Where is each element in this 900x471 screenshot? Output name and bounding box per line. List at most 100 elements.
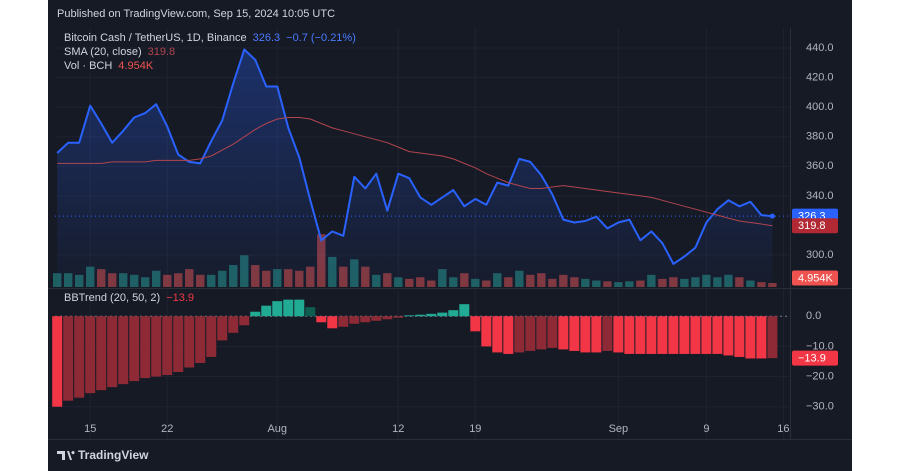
bbtrend-bar — [382, 316, 393, 320]
bbtrend-bar — [547, 316, 558, 348]
y-tick-label: −10.0 — [806, 340, 834, 352]
bbtrend-bar — [206, 316, 217, 357]
bbtrend-bar — [371, 316, 382, 321]
bbtrend-bar — [250, 311, 261, 317]
bbtrend-bar — [503, 316, 514, 354]
bbtrend-bar — [393, 316, 404, 318]
bbtrend-bar — [283, 299, 294, 317]
bbtrend-bar — [173, 316, 184, 373]
bbtrend-bar — [162, 316, 173, 376]
x-tick-label: Aug — [267, 423, 287, 435]
bbtrend-bar — [767, 316, 778, 359]
price-line — [56, 48, 773, 265]
bbtrend-bar — [184, 316, 195, 368]
bbtrend-bar — [558, 316, 569, 350]
bbtrend-bar — [437, 312, 448, 317]
bbtrend-bar — [536, 316, 547, 350]
last-value-tag: 4.954K — [798, 272, 834, 284]
bbtrend-bar — [525, 316, 536, 351]
x-tick-label: 16 — [777, 423, 789, 435]
x-tick-label: 15 — [84, 423, 96, 435]
x-tick-label: 9 — [703, 423, 709, 435]
footer-brand: TradingView — [78, 448, 149, 462]
publish-note: Published on TradingView.com, Sep 15, 20… — [57, 8, 335, 20]
bbtrend-bar — [646, 316, 657, 354]
y-tick-label: 420.0 — [806, 72, 834, 84]
y-tick-label: 440.0 — [806, 42, 834, 54]
bbtrend-bar — [349, 316, 360, 324]
bbtrend-bar — [327, 316, 338, 329]
bbtrend-bar — [492, 316, 503, 353]
last-value-tag-box — [792, 270, 838, 286]
bbtrend-bar — [701, 316, 712, 354]
last-price-dot — [769, 213, 775, 219]
y-tick-label: 340.0 — [806, 190, 834, 202]
bbtrend-bar — [74, 316, 85, 398]
bbtrend-bar — [448, 310, 459, 317]
bbtrend-bar — [624, 316, 635, 354]
bbtrend-bar — [151, 316, 162, 377]
legend-change: −0.7 (−0.21%) — [286, 32, 356, 44]
bbtrend-bar — [569, 316, 580, 351]
legend-name: Vol · BCH — [64, 60, 112, 72]
last-value-tag: −13.9 — [798, 353, 826, 365]
bbtrend-bar — [635, 316, 646, 354]
bbtrend-bar — [217, 316, 228, 341]
x-tick-label: 12 — [392, 423, 404, 435]
logo-mark — [57, 451, 75, 460]
y-tick-label: −20.0 — [806, 370, 834, 382]
bbtrend-bar — [305, 307, 316, 317]
plot: 15 22 Aug 12 19 Sep 9 16 440.0 420.0 400.0 380.0 360… — [48, 28, 852, 440]
y-tick-label: 300.0 — [806, 249, 834, 261]
bbtrend-bar — [129, 316, 140, 382]
y-tick-label: 0.0 — [806, 310, 821, 322]
bbtrend-bar — [712, 316, 723, 354]
x-tick-label: 19 — [469, 423, 481, 435]
bbtrend-bar — [107, 316, 118, 388]
bbtrend-bar — [580, 316, 591, 353]
bbtrend-bar — [272, 301, 283, 317]
price-area — [57, 49, 773, 287]
y-tick-label: 400.0 — [806, 101, 834, 113]
bbtrend-bar — [140, 316, 151, 379]
bbtrend-bar — [195, 316, 206, 363]
y-tick-label: 380.0 — [806, 131, 834, 143]
bbtrend-bar — [404, 315, 415, 317]
bbtrend-bar — [52, 316, 63, 407]
bbtrend-bar — [239, 316, 250, 326]
y-tick-label: −30.0 — [806, 401, 834, 413]
bbtrend-bar — [96, 316, 107, 391]
bbtrend-bar — [756, 316, 767, 359]
bbtrend-bar — [316, 316, 327, 323]
x-tick-label: 22 — [161, 423, 173, 435]
legend-value: 4.954K — [118, 60, 154, 72]
bbtrend-bar — [668, 316, 679, 354]
bbtrend-bar — [734, 316, 745, 357]
bbtrend-bar — [690, 316, 701, 354]
legend-value: 326.3 — [253, 32, 281, 44]
legend-value: −13.9 — [166, 292, 194, 304]
legend-name: BBTrend (20, 50, 2) — [64, 292, 160, 304]
bbtrend-bar — [679, 316, 690, 354]
bbtrend-bar — [228, 316, 239, 333]
footer-logo — [57, 451, 75, 460]
sma-line — [57, 117, 773, 227]
bbtrend-bar — [481, 316, 492, 347]
bbtrend-bar — [745, 316, 756, 359]
legend-name: Bitcoin Cash / TetherUS, 1D, Binance — [64, 32, 247, 44]
bbtrend-bar — [459, 304, 470, 317]
last-value-tag-box — [792, 218, 838, 234]
y-tick-label: 360.0 — [806, 160, 834, 172]
bbtrend-bar — [118, 316, 129, 385]
bbtrend-bar — [514, 316, 525, 353]
last-value-tag: 319.8 — [798, 220, 826, 232]
bbtrend-bar — [723, 316, 734, 356]
bbtrend-bar — [85, 316, 96, 394]
bbtrend-bar — [657, 316, 668, 354]
bbtrend-bar — [426, 313, 437, 317]
bbtrend-bar — [294, 299, 305, 317]
bbtrend-bar — [63, 316, 74, 401]
bbtrend-bar — [613, 316, 624, 353]
